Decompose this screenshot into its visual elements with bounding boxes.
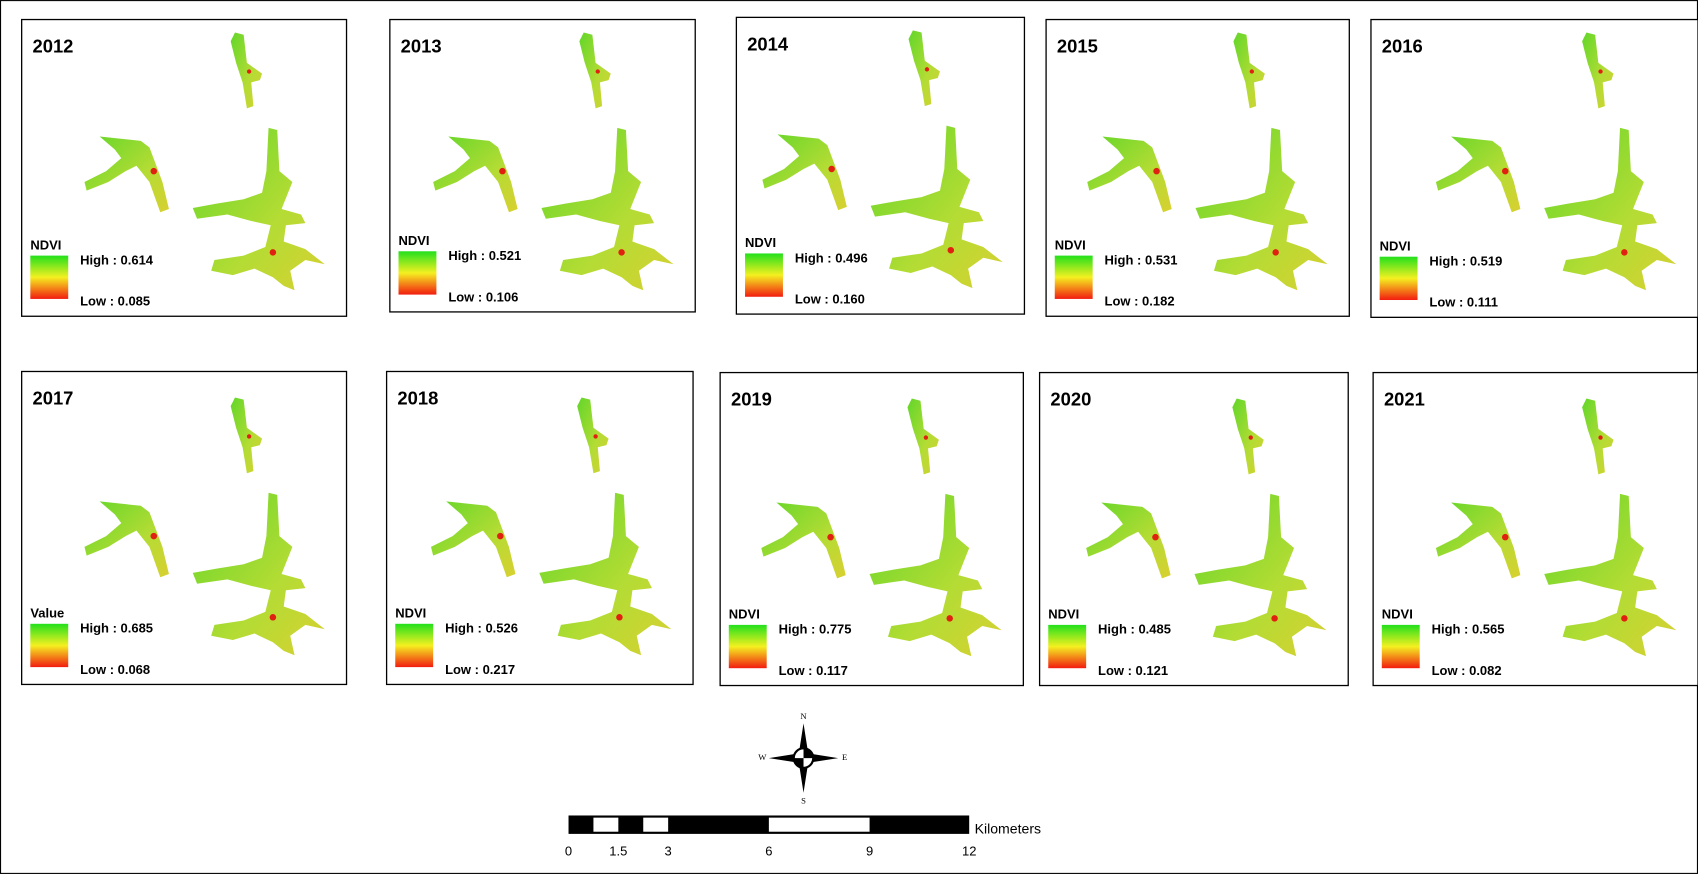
- map-panel: 2021 NDVI High : 0.565 Low : 0.082: [1373, 373, 1698, 686]
- legend-low: Low : 0.082: [1432, 663, 1502, 678]
- year-label: 2014: [747, 33, 789, 54]
- legend-high: High : 0.775: [779, 622, 852, 637]
- scale-tick-label: 12: [962, 844, 976, 859]
- legend-title: NDVI: [1048, 607, 1079, 622]
- legend-title: NDVI: [1055, 237, 1086, 252]
- scale-unit: Kilometers: [975, 820, 1041, 836]
- year-label: 2015: [1057, 36, 1098, 57]
- legend-ramp: [395, 624, 433, 667]
- year-label: 2019: [731, 389, 772, 410]
- legend-ramp: [729, 625, 767, 668]
- panel-frame: [1371, 20, 1698, 318]
- compass-w: W: [758, 752, 767, 762]
- map-panel: 2013 NDVI High : 0.521 Low : 0.106: [390, 20, 695, 312]
- scale-tick-label: 9: [866, 844, 873, 859]
- year-label: 2017: [32, 387, 73, 408]
- legend-title: NDVI: [1380, 238, 1411, 253]
- legend-ramp: [1048, 625, 1086, 668]
- legend-title: NDVI: [395, 605, 426, 620]
- scale-tick-label: 0: [565, 844, 572, 859]
- map-panel: 2017 Value High : 0.685 Low : 0.068: [22, 371, 347, 684]
- legend-low: Low : 0.085: [80, 294, 150, 309]
- panel-frame: [22, 371, 347, 684]
- scale-tick-label: 6: [765, 844, 772, 859]
- scale-tick-label: 3: [665, 844, 672, 859]
- legend-high: High : 0.565: [1432, 622, 1505, 637]
- legend-high: High : 0.519: [1429, 254, 1502, 269]
- scale-tick-label: 1.5: [609, 844, 627, 859]
- legend-high: High : 0.521: [448, 248, 521, 263]
- map-panel: 2019 NDVI High : 0.775 Low : 0.117: [720, 373, 1023, 686]
- year-label: 2020: [1050, 389, 1091, 410]
- legend-low: Low : 0.182: [1105, 294, 1175, 309]
- legend-high: High : 0.526: [445, 621, 518, 636]
- legend-high: High : 0.614: [80, 252, 154, 267]
- year-label: 2012: [32, 36, 73, 57]
- year-label: 2016: [1382, 36, 1423, 57]
- map-panel: 2020 NDVI High : 0.485 Low : 0.121: [1040, 373, 1349, 686]
- legend-ramp: [30, 256, 68, 299]
- panel-frame: [1373, 373, 1698, 686]
- year-label: 2013: [401, 36, 442, 57]
- map-panel: 2015 NDVI High : 0.531 Low : 0.182: [1046, 20, 1349, 317]
- map-panel: 2016 NDVI High : 0.519 Low : 0.111: [1371, 20, 1698, 318]
- map-panel: 2018 NDVI High : 0.526 Low : 0.217: [387, 371, 693, 684]
- legend-ramp: [745, 253, 783, 296]
- compass-e: E: [842, 752, 847, 762]
- legend-title: NDVI: [1382, 607, 1413, 622]
- map-panel: 2012 NDVI High : 0.614 Low : 0.085: [22, 20, 347, 317]
- legend-title: NDVI: [30, 237, 61, 252]
- legend-low: Low : 0.121: [1098, 663, 1168, 678]
- legend-low: Low : 0.068: [80, 662, 150, 677]
- legend-title: NDVI: [399, 233, 430, 248]
- legend-low: Low : 0.160: [795, 291, 865, 306]
- legend-high: High : 0.496: [795, 250, 868, 265]
- legend-ramp: [30, 624, 68, 667]
- legend-title: NDVI: [729, 607, 760, 622]
- legend-title: NDVI: [745, 235, 776, 250]
- year-label: 2018: [397, 387, 438, 408]
- legend-title: Value: [30, 605, 64, 620]
- legend-high: High : 0.531: [1105, 252, 1178, 267]
- legend-low: Low : 0.117: [779, 663, 848, 678]
- legend-high: High : 0.685: [80, 621, 153, 636]
- legend-low: Low : 0.111: [1429, 295, 1498, 310]
- map-figure: 2012 NDVI High : 0.614 Low : 0.085 2013 NDVI H…: [0, 0, 1698, 874]
- year-label: 2021: [1384, 389, 1425, 410]
- legend-ramp: [399, 251, 437, 294]
- legend-ramp: [1055, 256, 1093, 299]
- legend-low: Low : 0.106: [448, 289, 518, 304]
- map-panel: 2014 NDVI High : 0.496 Low : 0.160: [736, 17, 1024, 314]
- panel-frame: [22, 20, 347, 317]
- legend-ramp: [1382, 625, 1420, 668]
- legend-ramp: [1380, 257, 1418, 300]
- legend-low: Low : 0.217: [445, 662, 515, 677]
- compass-s: S: [801, 795, 806, 805]
- compass-n: N: [800, 711, 807, 721]
- legend-high: High : 0.485: [1098, 622, 1171, 637]
